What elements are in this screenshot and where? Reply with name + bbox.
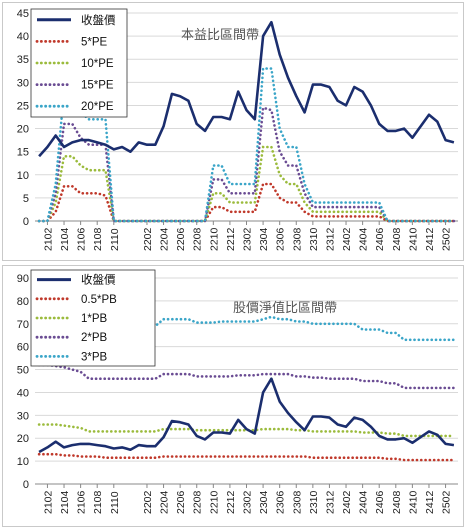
- pb-legend: [30, 269, 156, 367]
- pe-y-tick-label: 5: [23, 193, 29, 205]
- pb-x-tick-label: 2412: [424, 490, 436, 514]
- pb-legend-label: 收盤價: [81, 273, 116, 287]
- pe-series-line-0: [38, 20, 455, 158]
- pe-x-tick-label: 2210: [208, 227, 220, 251]
- pe-y-tick-label: 40: [17, 31, 29, 43]
- pb-x-tick-label: 2406: [374, 490, 386, 514]
- pe-legend-label: 5*PE: [81, 36, 108, 48]
- pb-x-tick-label: 2308: [291, 490, 303, 514]
- pb-x-tick-label: 2208: [192, 490, 204, 514]
- pb-series-line-0: [38, 377, 455, 454]
- pb-x-tick-label: 2104: [59, 490, 71, 514]
- pe-y-tick-label: 15: [17, 147, 29, 159]
- pe-band-chart-panel: 0 5 10 15 20 25 30 35 40 45 2102 2104 2106 2108 2110 22…: [2, 2, 464, 261]
- pe-x-tick-label: 2104: [59, 227, 71, 251]
- pb-y-tick-label: 10: [17, 456, 29, 468]
- pb-x-tick-label: 2304: [258, 490, 270, 514]
- pb-x-tick-label: 2408: [391, 490, 403, 514]
- pb-band-chart-panel: 0 10 20 30 40 50 60 70 80 90 2102 2104 2106 2108 2110 2…: [2, 265, 464, 527]
- pe-x-tick-label: 2402: [341, 227, 353, 251]
- pb-y-tick-label: 90: [17, 273, 29, 285]
- pe-series-line-4: [37, 67, 456, 223]
- pe-legend-label: 20*PE: [81, 101, 114, 113]
- pe-y-tick-label: 0: [23, 216, 29, 228]
- pb-series-line-3: [37, 363, 456, 390]
- pe-series-line-2: [37, 145, 456, 223]
- pb-legend-label: 0.5*PB: [81, 294, 117, 306]
- pe-x-tick-label: 2308: [291, 227, 303, 251]
- pb-x-tick-label: 2404: [358, 490, 370, 514]
- pb-series-line-2: [37, 423, 456, 438]
- pb-x-tick-label: 2204: [159, 490, 171, 514]
- pb-series-line-1: [37, 452, 456, 462]
- pe-x-tick-label: 2312: [324, 227, 336, 251]
- pb-band-annotation: 股價淨值比區間帶: [233, 300, 337, 315]
- pe-x-tick-label: 2208: [192, 227, 204, 251]
- pb-x-tick-label: 2502: [441, 490, 453, 514]
- pb-x-tick-label: 2102: [42, 490, 54, 514]
- pe-x-tick-label: 2212: [225, 227, 237, 251]
- pb-x-tick-label: 2410: [407, 490, 419, 514]
- pb-x-tick-label: 2206: [175, 490, 187, 514]
- pb-y-tick-label: 40: [17, 387, 29, 399]
- pe-y-tick-label: 45: [17, 8, 29, 20]
- pe-x-tick-label: 2410: [407, 227, 419, 251]
- pb-x-tick-label: 2302: [242, 490, 254, 514]
- pb-x-tick-label: 2306: [275, 490, 287, 514]
- pe-legend-label: 10*PE: [81, 58, 114, 70]
- pe-y-tick-label: 20: [17, 124, 29, 136]
- pe-y-tick-label: 30: [17, 77, 29, 89]
- pb-y-tick-label: 30: [17, 410, 29, 422]
- pb-x-tick-label: 2108: [92, 490, 104, 514]
- pe-y-tick-label: 35: [17, 54, 29, 66]
- pb-legend-label: 1*PB: [81, 313, 108, 325]
- pe-x-tick-label: 2502: [441, 227, 453, 251]
- pe-x-tick-label: 2106: [76, 227, 88, 251]
- pb-legend-label: 3*PB: [81, 351, 108, 363]
- pe-x-tick-label: 2202: [142, 227, 154, 251]
- pe-x-tick-label: 2206: [175, 227, 187, 251]
- pb-x-tick-label: 2212: [225, 490, 237, 514]
- pb-x-tick-label: 2106: [76, 490, 88, 514]
- pe-x-tick-label: 2404: [358, 227, 370, 251]
- pe-series-line-1: [37, 182, 456, 223]
- pb-x-tick-label: 2202: [142, 490, 154, 514]
- pe-x-tick-label: 2306: [275, 227, 287, 251]
- pb-y-tick-label: 20: [17, 433, 29, 445]
- pe-x-tick-label: 2108: [92, 227, 104, 251]
- pb-x-tick-label: 2312: [324, 490, 336, 514]
- pb-x-tick-label: 2310: [308, 490, 320, 514]
- pe-legend-label: 15*PE: [81, 80, 114, 92]
- pe-x-tick-label: 2204: [159, 227, 171, 251]
- pb-y-tick-label: 0: [23, 479, 29, 491]
- pb-y-tick-label: 60: [17, 342, 29, 354]
- pe-x-tick-label: 2412: [424, 227, 436, 251]
- pe-legend-label: 收盤價: [81, 13, 116, 27]
- pe-x-tick-label: 2302: [242, 227, 254, 251]
- pe-band-annotation: 本益比區間帶: [181, 27, 259, 42]
- pe-x-tick-label: 2406: [374, 227, 386, 251]
- pb-x-tick-label: 2210: [208, 490, 220, 514]
- pe-y-tick-label: 25: [17, 100, 29, 112]
- pe-x-tick-label: 2310: [308, 227, 320, 251]
- pb-y-tick-label: 70: [17, 319, 29, 331]
- pe-band-chart: 0 5 10 15 20 25 30 35 40 45 2102 2104 2106 2108 2110 22…: [17, 8, 458, 251]
- pe-x-tick-label: 2304: [258, 227, 270, 251]
- pb-y-tick-label: 50: [17, 365, 29, 377]
- pe-series-line-3: [37, 106, 456, 223]
- pe-x-tick-label: 2408: [391, 227, 403, 251]
- pb-band-chart: 0 10 20 30 40 50 60 70 80 90 2102 2104 2106 2108 2110 2…: [17, 269, 458, 514]
- pb-legend-label: 2*PB: [81, 332, 108, 344]
- pb-x-tick-label: 2110: [109, 491, 121, 514]
- pe-y-tick-label: 10: [17, 170, 29, 182]
- pe-x-tick-label: 2102: [42, 227, 54, 251]
- pb-x-tick-label: 2402: [341, 490, 353, 514]
- pe-x-tick-label: 2110: [109, 228, 121, 251]
- pb-y-tick-label: 80: [17, 296, 29, 308]
